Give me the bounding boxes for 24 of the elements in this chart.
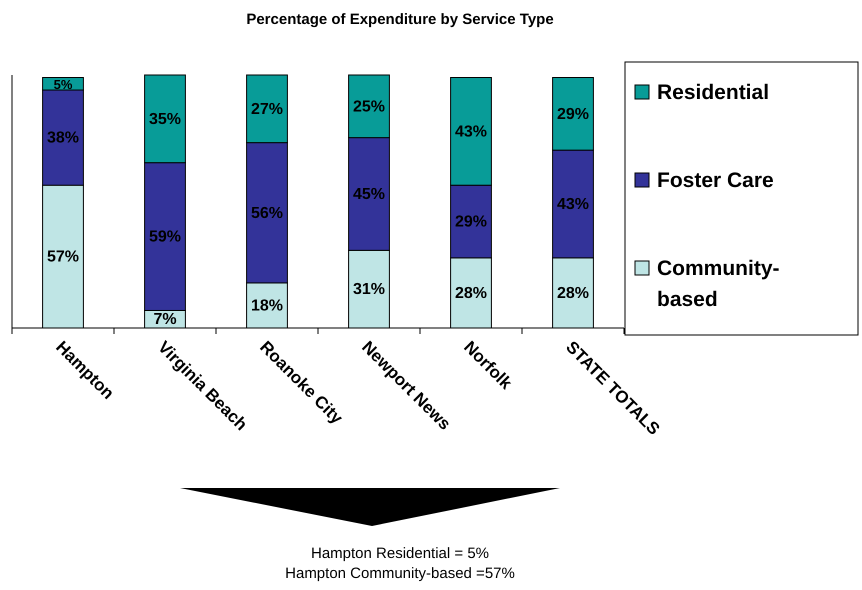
- data-label: 27%: [250, 100, 284, 118]
- data-label: 25%: [352, 98, 386, 116]
- data-label: 28%: [454, 284, 488, 302]
- legend-label: Residential: [657, 81, 770, 104]
- data-label: 5%: [54, 76, 73, 92]
- data-label: 38%: [46, 130, 80, 147]
- text: Hampton Community-based =57%: [285, 565, 515, 582]
- text: Hampton Residential = 5%: [310, 545, 490, 562]
- legend-label: Foster Care: [657, 169, 774, 192]
- data-label: 7%: [153, 311, 177, 328]
- data-label: 43%: [454, 123, 488, 140]
- data-label: 29%: [556, 106, 590, 123]
- data-label: 43%: [556, 196, 590, 214]
- data-label: 57%: [46, 248, 80, 266]
- data-label: 29%: [454, 214, 488, 231]
- data-label: 59%: [148, 228, 182, 246]
- data-label: 18%: [250, 297, 284, 314]
- chart-title: Percentage of Expenditure by Service Type: [246, 11, 554, 28]
- data-label: 45%: [352, 186, 386, 203]
- data-label: 35%: [148, 110, 182, 128]
- data-label: 28%: [556, 284, 590, 302]
- data-label: 56%: [250, 204, 284, 222]
- legend-label: Community-based: [657, 257, 780, 311]
- data-label: 31%: [352, 281, 386, 298]
